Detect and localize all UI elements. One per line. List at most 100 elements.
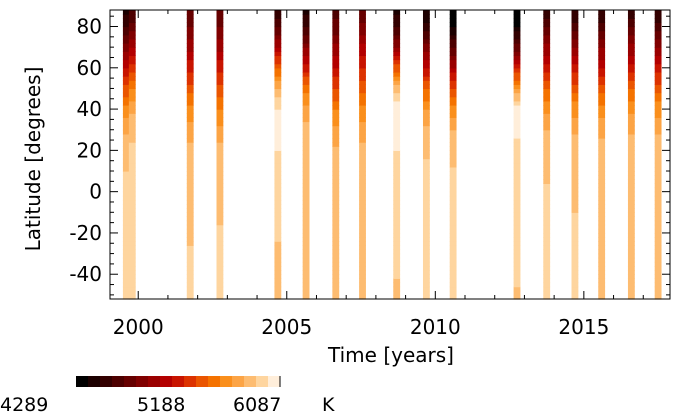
heatmap-cell [654, 55, 662, 61]
heatmap-cell [513, 158, 521, 164]
heatmap-cell [543, 171, 551, 176]
heatmap-cell [393, 290, 401, 296]
heatmap-cell [302, 224, 310, 230]
heatmap-cell [393, 232, 401, 238]
heatmap-cell [274, 228, 282, 234]
heatmap-cell [449, 92, 457, 98]
heatmap-cell [302, 294, 310, 300]
heatmap-cell [393, 47, 401, 52]
heatmap-cell [332, 26, 340, 32]
heatmap-cell [449, 224, 457, 230]
heatmap-cell [571, 270, 579, 275]
heatmap-cell [359, 121, 366, 127]
heatmap-cell [422, 294, 430, 300]
heatmap-cell [186, 208, 194, 213]
heatmap-cell [571, 96, 579, 102]
heatmap-cell [598, 26, 606, 32]
heatmap-cell [422, 253, 430, 259]
heatmap-cell [274, 67, 282, 73]
heatmap-cell [216, 162, 224, 168]
heatmap-cell [513, 232, 521, 238]
heatmap-cell [571, 10, 579, 15]
heatmap-cell [543, 96, 551, 102]
heatmap-cell [654, 43, 662, 48]
heatmap-cell [449, 71, 457, 77]
heatmap-cell [627, 22, 635, 28]
heatmap-cell [422, 59, 430, 65]
heatmap-cell [186, 92, 194, 98]
heatmap-cell [332, 224, 340, 230]
heatmap-cell [449, 257, 457, 263]
heatmap-cell [513, 100, 521, 106]
heatmap-strip [302, 10, 310, 300]
heatmap-cell [449, 38, 457, 44]
heatmap-cell [654, 241, 662, 246]
heatmap-cell [571, 113, 579, 118]
heatmap-cell [274, 187, 282, 193]
y-axis-ticks: -40 -20 0 20 40 60 80 [69, 15, 670, 296]
heatmap-cell [332, 278, 340, 284]
colorbar-swatch [184, 376, 197, 387]
heatmap-cell [332, 76, 340, 81]
heatmap-cell [654, 96, 662, 102]
heatmap-cell [186, 80, 194, 85]
heatmap-cell [449, 216, 457, 222]
heatmap-cell [627, 47, 635, 52]
heatmap-cell [449, 22, 457, 28]
heatmap-cell [359, 208, 366, 213]
heatmap-cell [332, 290, 340, 296]
heatmap-cell [543, 187, 551, 193]
heatmap-cell [128, 208, 136, 213]
heatmap-cell [627, 270, 635, 275]
heatmap-cell [359, 191, 366, 197]
heatmap-cell [598, 96, 606, 102]
heatmap-cell [598, 270, 606, 275]
heatmap-cell [513, 204, 521, 209]
heatmap-cell [186, 183, 194, 189]
heatmap-cell [122, 195, 130, 201]
heatmap-cell [543, 10, 551, 15]
heatmap-cell [128, 171, 136, 176]
heatmap-cell [393, 162, 401, 168]
heatmap-cell [571, 228, 579, 234]
heatmap-cell [513, 249, 521, 255]
heatmap-cell [128, 257, 136, 263]
heatmap-cell [598, 113, 606, 118]
heatmap-cell [627, 38, 635, 44]
heatmap-cell [186, 294, 194, 300]
heatmap-cell [128, 38, 136, 44]
heatmap-cell [543, 146, 551, 151]
heatmap-cell [186, 257, 194, 263]
heatmap-cell [627, 175, 635, 180]
heatmap-cell [186, 146, 194, 151]
heatmap-cell [216, 146, 224, 151]
heatmap-cell [627, 208, 635, 213]
heatmap-cell [627, 18, 635, 23]
heatmap-cell [332, 228, 340, 234]
heatmap-cell [359, 257, 366, 263]
heatmap-cell [571, 125, 579, 131]
heatmap-cell [128, 150, 136, 156]
heatmap-cell [359, 22, 366, 28]
heatmap-cell [513, 286, 521, 292]
heatmap-cell [359, 55, 366, 61]
heatmap-cell [332, 237, 340, 242]
heatmap-cell [359, 142, 366, 147]
heatmap-cell [571, 191, 579, 197]
heatmap-cell [571, 199, 579, 205]
heatmap-cell [216, 133, 224, 139]
heatmap-cell [513, 96, 521, 102]
heatmap-cell [543, 150, 551, 156]
heatmap-cell [274, 265, 282, 271]
heatmap-cell [302, 278, 310, 284]
heatmap-cell [332, 175, 340, 180]
heatmap-cell [122, 154, 130, 160]
heatmap-cell [122, 47, 130, 52]
heatmap-cell [186, 100, 194, 106]
heatmap-cell [359, 282, 366, 288]
heatmap-cell [513, 265, 521, 271]
heatmap-cell [654, 47, 662, 52]
heatmap-cell [513, 59, 521, 65]
heatmap-cell [543, 208, 551, 213]
heatmap-cell [186, 150, 194, 156]
